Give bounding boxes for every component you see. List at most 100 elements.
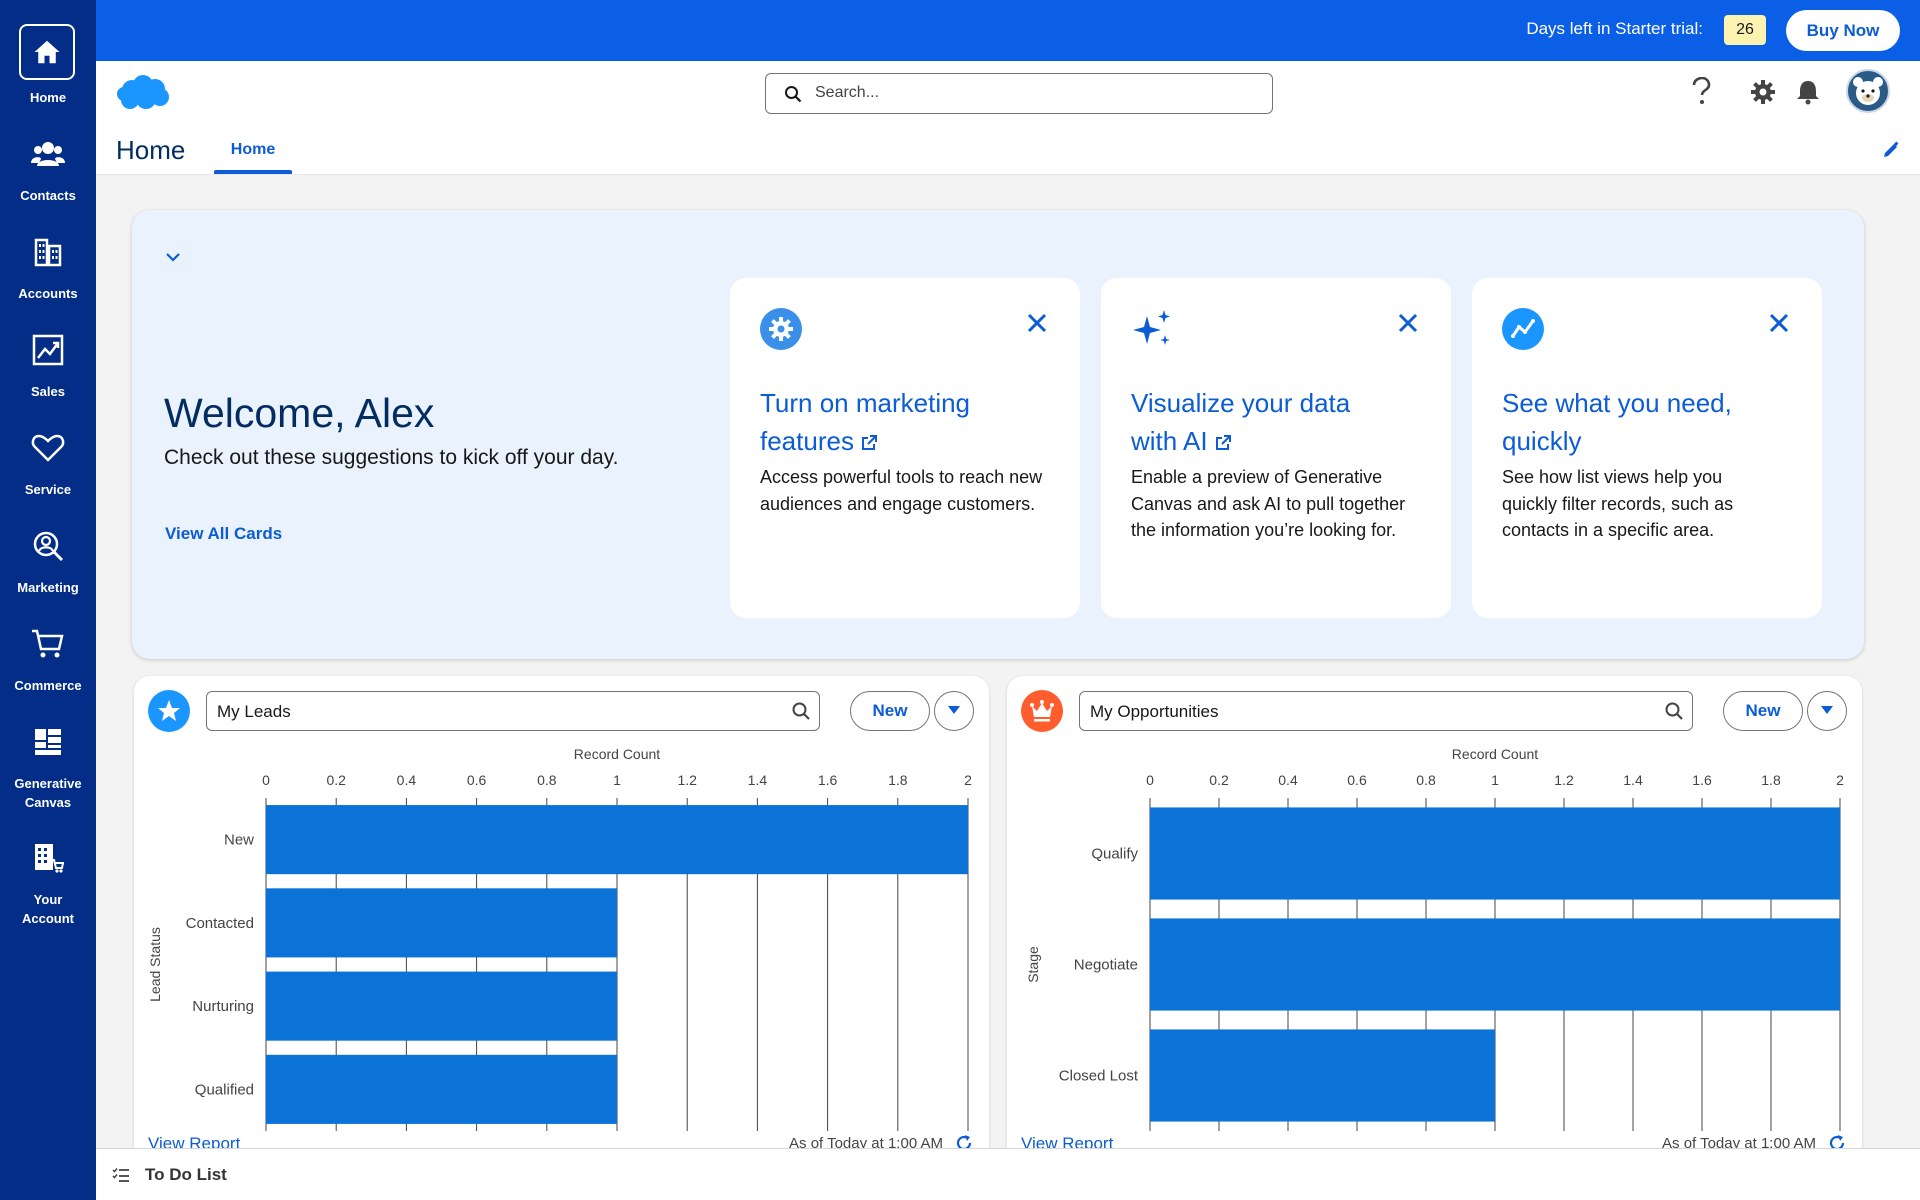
suggestion-card-generative-canvas[interactable]: Visualize your data with AI Enable a pre… — [1101, 278, 1451, 618]
opportunities-bar-chart: Record Count 0 0.2 0.4 0.6 0.8 1 1.2 1.4 1.6 1.8 2 Q… — [1025, 746, 1844, 1131]
bell-icon[interactable] — [1796, 79, 1820, 110]
search-placeholder: Search... — [815, 84, 880, 101]
search-icon[interactable] — [1664, 701, 1684, 726]
refresh-icon[interactable] — [1828, 1134, 1846, 1157]
list-view-value: My Leads — [217, 702, 291, 721]
bar — [266, 1054, 617, 1124]
service-icon — [28, 428, 68, 468]
x-tick-label: 0.2 — [1209, 772, 1229, 788]
y-axis-title: Lead Status — [147, 927, 163, 1002]
refresh-icon[interactable] — [955, 1134, 973, 1157]
salesforce-logo[interactable] — [116, 73, 170, 118]
trial-text: Days left in Starter trial: — [1526, 19, 1703, 38]
close-icon[interactable] — [1768, 312, 1790, 339]
suggestion-card-marketing[interactable]: Turn on marketing features Access powerf… — [730, 278, 1080, 618]
nav-label: Your Account — [22, 892, 74, 926]
x-tick-label: 0.6 — [1347, 772, 1367, 788]
list-view-value: My Opportunities — [1090, 702, 1219, 721]
bar — [266, 805, 968, 875]
global-search-input[interactable]: Search... — [765, 73, 1273, 114]
opportunity-crown-icon — [1021, 690, 1063, 732]
gear-icon[interactable] — [1750, 79, 1776, 110]
nav-label: Service — [24, 482, 72, 497]
marketing-icon — [28, 526, 68, 566]
x-tick-label: 1.8 — [888, 772, 908, 788]
commerce-icon — [28, 624, 68, 664]
user-avatar[interactable] — [1846, 69, 1890, 113]
close-icon[interactable] — [1026, 312, 1048, 339]
x-tick-label: 0 — [262, 772, 270, 788]
x-tick-label: 1 — [1491, 772, 1499, 788]
nav-item-home[interactable]: Home — [0, 0, 96, 105]
search-icon[interactable] — [791, 701, 811, 726]
nav-item-your-account[interactable]: Your Account — [0, 826, 96, 936]
nav-label: Marketing — [17, 580, 79, 595]
x-tick-label: 0.6 — [467, 772, 487, 788]
bar — [266, 971, 617, 1041]
y-category-label: Qualified — [195, 1081, 254, 1098]
y-axis-title: Stage — [1025, 946, 1041, 983]
card-title[interactable]: See what you need, quickly — [1502, 388, 1732, 456]
card-title[interactable]: Turn on marketing features — [760, 388, 971, 456]
x-tick-label: 0.4 — [397, 772, 417, 788]
search-icon — [784, 85, 802, 108]
card-title-row[interactable]: Turn on marketing features — [760, 384, 1040, 462]
card-title-row[interactable]: Visualize your data with AI — [1131, 384, 1351, 462]
nav-label: Accounts — [18, 286, 78, 301]
card-title[interactable]: Visualize your data with AI — [1131, 388, 1351, 456]
nav-label: Commerce — [14, 678, 82, 693]
buy-now-button[interactable]: Buy Now — [1786, 10, 1900, 51]
welcome-panel: Welcome, Alex Check out these suggestion… — [132, 210, 1864, 659]
nav-item-sales[interactable]: Sales — [0, 318, 96, 408]
nav-item-contacts[interactable]: Contacts — [0, 122, 96, 212]
my-leads-panel: My Leads New Record Count 0 0.2 0.4 0.6 0.8 1 1… — [134, 676, 989, 1200]
nav-item-generative-canvas[interactable]: Generative Canvas — [0, 710, 96, 820]
nav-label: Contacts — [20, 188, 76, 203]
list-view-selector[interactable]: My Opportunities — [1079, 691, 1693, 731]
new-opportunity-button[interactable]: New — [1723, 691, 1803, 731]
welcome-subtitle: Check out these suggestions to kick off … — [164, 446, 619, 469]
y-category-label: Nurturing — [192, 998, 254, 1015]
trial-days-badge: 26 — [1724, 15, 1766, 45]
nav-item-commerce[interactable]: Commerce — [0, 612, 96, 702]
refresh-timestamp: As of Today at 1:00 AM — [1662, 1135, 1816, 1152]
caret-down-icon — [1820, 702, 1834, 720]
gear-icon — [760, 308, 802, 350]
y-category-label: Qualify — [1091, 846, 1138, 863]
utility-bar: To Do List — [96, 1148, 1920, 1200]
close-icon[interactable] — [1397, 312, 1419, 339]
card-title-row[interactable]: See what you need, quickly — [1502, 384, 1762, 460]
todo-list-button[interactable]: To Do List — [145, 1165, 227, 1184]
new-lead-button[interactable]: New — [850, 691, 930, 731]
more-actions-button[interactable] — [1807, 691, 1847, 731]
y-category-label: Closed Lost — [1059, 1068, 1139, 1085]
bar — [1150, 807, 1840, 900]
tab-home[interactable]: Home — [230, 141, 276, 158]
help-icon[interactable] — [1690, 76, 1712, 110]
left-navigation: Home Contacts Accounts Sales Service Mar… — [0, 0, 96, 1200]
nav-item-accounts[interactable]: Accounts — [0, 220, 96, 310]
more-actions-button[interactable] — [934, 691, 974, 731]
external-link-icon — [860, 424, 878, 462]
edit-pencil-icon[interactable] — [1882, 141, 1900, 164]
view-all-cards-link[interactable]: View All Cards — [165, 524, 283, 543]
x-tick-label: 1.6 — [818, 772, 838, 788]
y-category-label: Negotiate — [1074, 957, 1138, 974]
leads-bar-chart: Record Count 0 0.2 0.4 0.6 0.8 1 1.2 1.4 1.6 1.8 2 N… — [147, 746, 972, 1131]
card-description: Access powerful tools to reach new audie… — [760, 467, 1043, 514]
nav-item-marketing[interactable]: Marketing — [0, 514, 96, 604]
x-tick-label: 1 — [613, 772, 621, 788]
nav-item-service[interactable]: Service — [0, 416, 96, 506]
chevron-down-icon[interactable] — [164, 250, 182, 268]
card-description: See how list views help you quickly filt… — [1502, 467, 1734, 540]
suggestion-card-list-views[interactable]: See what you need, quickly See how list … — [1472, 278, 1822, 618]
x-tick-label: 0.4 — [1278, 772, 1298, 788]
list-view-selector[interactable]: My Leads — [206, 691, 820, 731]
x-axis-title: Record Count — [1452, 746, 1538, 762]
x-tick-label: 1.4 — [1623, 772, 1643, 788]
nav-label: Sales — [31, 384, 65, 399]
refresh-timestamp: As of Today at 1:00 AM — [789, 1135, 943, 1152]
bar — [266, 888, 617, 958]
y-category-label: Contacted — [186, 915, 254, 932]
sparkles-icon — [1131, 308, 1173, 350]
